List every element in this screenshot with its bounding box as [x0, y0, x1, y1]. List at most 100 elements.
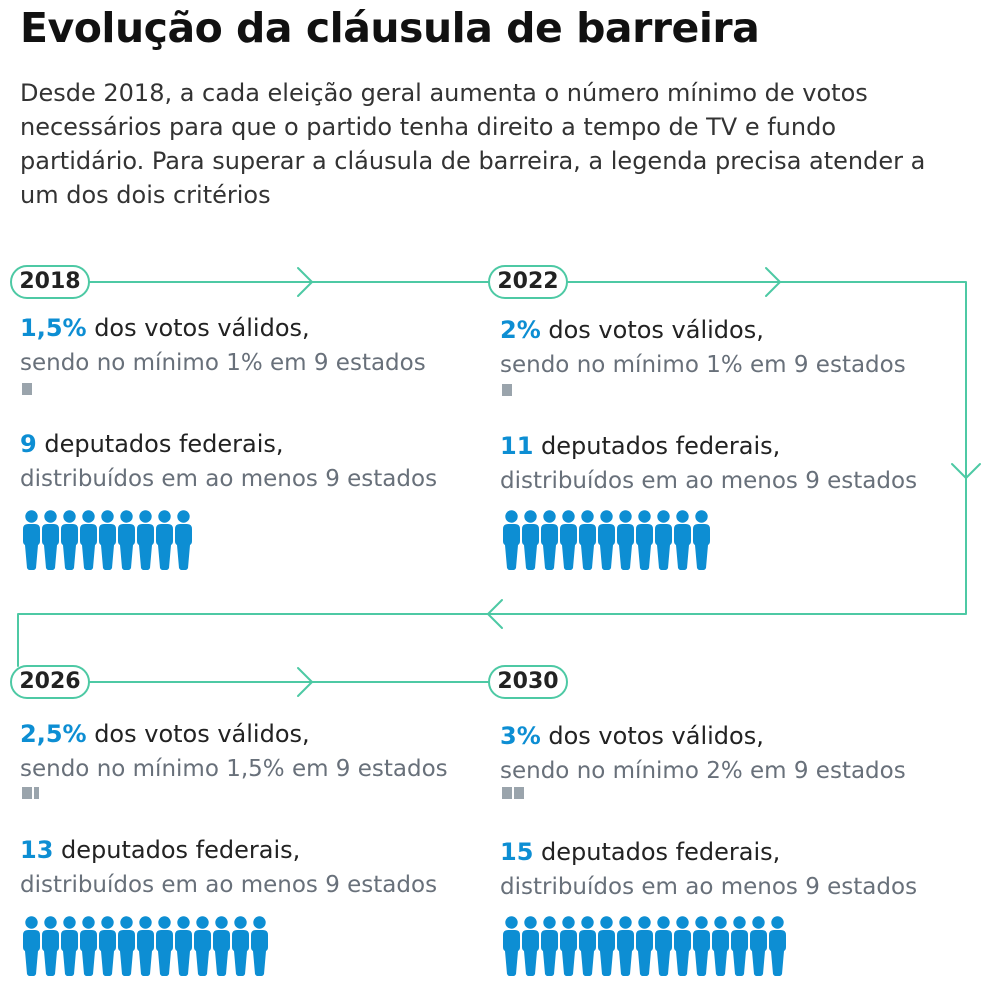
- vote-detail: sendo no mínimo 2% em 9 estados: [500, 758, 906, 784]
- page-title: Evolução da cláusula de barreira: [20, 4, 760, 52]
- chevron-left-icon: [487, 599, 503, 629]
- bar-block-icon: [502, 787, 512, 799]
- person-icon: [60, 510, 79, 570]
- deputies-icons: [22, 510, 193, 570]
- deputies-criterion: 15 deputados federais,: [500, 838, 780, 866]
- person-icon: [60, 916, 79, 976]
- vote-detail: sendo no mínimo 1,5% em 9 estados: [20, 756, 448, 782]
- vote-percent: 3%: [500, 722, 541, 750]
- vote-text: dos votos válidos,: [86, 720, 310, 748]
- person-icon: [155, 916, 174, 976]
- person-icon: [98, 916, 117, 976]
- person-icon: [692, 510, 711, 570]
- chevron-right-icon: [297, 667, 313, 697]
- vote-text: dos votos válidos,: [540, 722, 764, 750]
- bar-block-icon: [22, 787, 32, 799]
- person-icon: [174, 916, 193, 976]
- deputies-count: 15: [500, 838, 534, 866]
- deputies-detail: distribuídos em ao menos 9 estados: [20, 872, 438, 898]
- person-icon: [250, 916, 269, 976]
- person-icon: [559, 510, 578, 570]
- person-icon: [79, 510, 98, 570]
- person-icon: [635, 510, 654, 570]
- person-icon: [41, 916, 60, 976]
- vote-criterion: 1,5% dos votos válidos,: [20, 314, 310, 342]
- person-icon: [578, 510, 597, 570]
- vote-percent: 2,5%: [20, 720, 87, 748]
- year-badge: 2026: [10, 665, 90, 699]
- vote-percent: 2%: [500, 316, 541, 344]
- deputies-text: deputados federais,: [533, 432, 781, 460]
- bar-block-icon: [502, 384, 512, 396]
- deputies-icons: [502, 916, 787, 976]
- deputies-criterion: 13 deputados federais,: [20, 836, 300, 864]
- vote-detail: sendo no mínimo 1% em 9 estados: [500, 352, 906, 378]
- person-icon: [749, 916, 768, 976]
- person-icon: [540, 510, 559, 570]
- person-icon: [654, 916, 673, 976]
- vote-criterion: 3% dos votos válidos,: [500, 722, 764, 750]
- deputies-criterion: 9 deputados federais,: [20, 430, 284, 458]
- person-icon: [22, 916, 41, 976]
- person-icon: [22, 510, 41, 570]
- person-icon: [730, 916, 749, 976]
- deputies-count: 9: [20, 430, 37, 458]
- chevron-right-icon: [297, 267, 313, 297]
- vote-criterion: 2% dos votos válidos,: [500, 316, 764, 344]
- vote-detail: sendo no mínimo 1% em 9 estados: [20, 350, 426, 376]
- year-badge: 2022: [488, 265, 568, 299]
- person-icon: [673, 510, 692, 570]
- deputies-count: 13: [20, 836, 54, 864]
- state-percent-bars: [502, 787, 524, 799]
- person-icon: [521, 510, 540, 570]
- person-icon: [79, 916, 98, 976]
- deputies-text: deputados federais,: [53, 836, 301, 864]
- state-percent-bars: [22, 787, 39, 799]
- chevron-right-icon: [765, 267, 781, 297]
- person-icon: [502, 916, 521, 976]
- person-icon: [212, 916, 231, 976]
- deputies-detail: distribuídos em ao menos 9 estados: [500, 874, 918, 900]
- person-icon: [597, 510, 616, 570]
- person-icon: [616, 510, 635, 570]
- person-icon: [98, 510, 117, 570]
- state-percent-bars: [502, 384, 512, 396]
- bar-block-icon: [514, 787, 524, 799]
- deputies-criterion: 11 deputados federais,: [500, 432, 780, 460]
- year-badge: 2018: [10, 265, 90, 299]
- person-icon: [673, 916, 692, 976]
- chevron-down-icon: [951, 463, 981, 479]
- person-icon: [117, 510, 136, 570]
- person-icon: [41, 510, 60, 570]
- state-percent-bars: [22, 383, 32, 395]
- person-icon: [174, 510, 193, 570]
- year-badge: 2030: [488, 665, 568, 699]
- deputies-icons: [22, 916, 269, 976]
- person-icon: [635, 916, 654, 976]
- deputies-count: 11: [500, 432, 534, 460]
- person-icon: [578, 916, 597, 976]
- person-icon: [711, 916, 730, 976]
- deputies-text: deputados federais,: [36, 430, 284, 458]
- bar-block-icon: [34, 787, 39, 799]
- person-icon: [155, 510, 174, 570]
- person-icon: [117, 916, 136, 976]
- vote-criterion: 2,5% dos votos válidos,: [20, 720, 310, 748]
- deputies-text: deputados federais,: [533, 838, 781, 866]
- person-icon: [616, 916, 635, 976]
- vote-text: dos votos válidos,: [540, 316, 764, 344]
- intro-text: Desde 2018, a cada eleição geral aumenta…: [20, 79, 926, 209]
- bar-block-icon: [22, 383, 32, 395]
- person-icon: [692, 916, 711, 976]
- deputies-detail: distribuídos em ao menos 9 estados: [20, 466, 438, 492]
- person-icon: [654, 510, 673, 570]
- vote-percent: 1,5%: [20, 314, 87, 342]
- person-icon: [136, 916, 155, 976]
- person-icon: [502, 510, 521, 570]
- person-icon: [597, 916, 616, 976]
- person-icon: [193, 916, 212, 976]
- person-icon: [136, 510, 155, 570]
- vote-text: dos votos válidos,: [86, 314, 310, 342]
- deputies-detail: distribuídos em ao menos 9 estados: [500, 468, 918, 494]
